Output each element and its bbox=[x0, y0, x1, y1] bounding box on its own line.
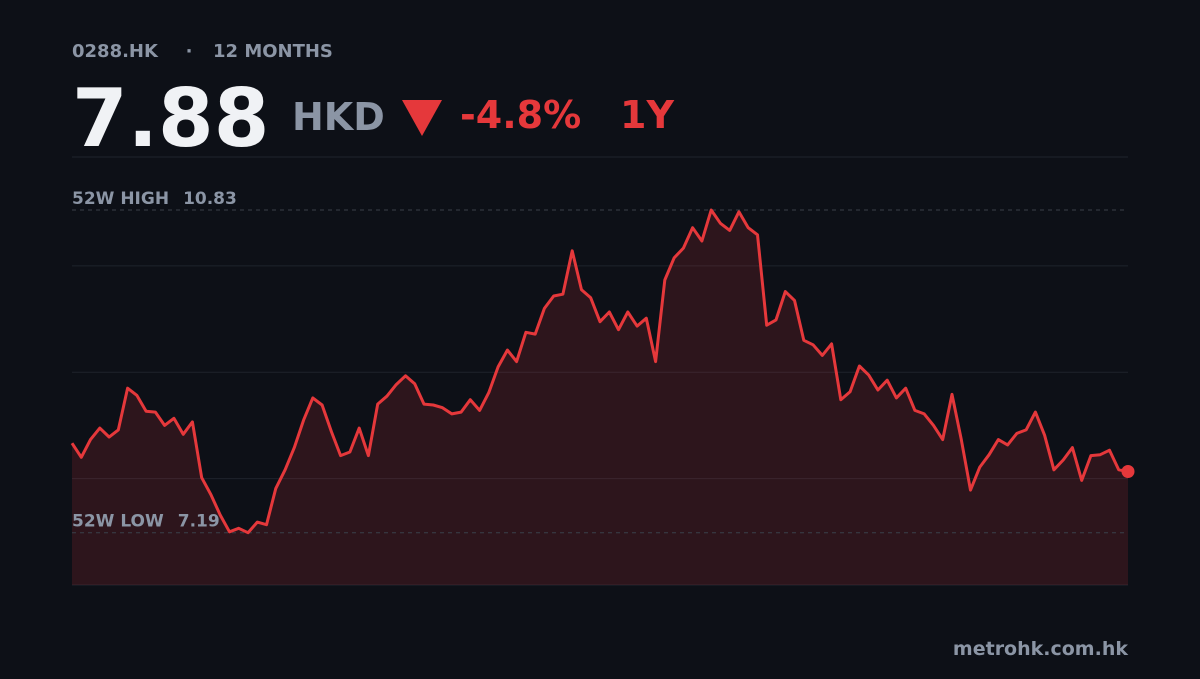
plot: 52W HIGH 10.83 52W LOW 7.19 bbox=[70, 189, 1135, 586]
separator: · bbox=[186, 41, 193, 62]
area bbox=[72, 210, 1128, 585]
range: 1Y bbox=[620, 93, 674, 137]
low-value: 7.19 bbox=[178, 512, 220, 532]
price: 7.88 bbox=[72, 72, 269, 165]
period: 12 MONTHS bbox=[213, 41, 333, 62]
currency: HKD bbox=[292, 95, 385, 139]
down-arrow bbox=[402, 100, 442, 136]
last-point bbox=[1121, 465, 1135, 479]
high-label: 52W HIGH bbox=[72, 189, 169, 209]
low-label: 52W LOW bbox=[72, 512, 164, 532]
price-line bbox=[70, 208, 1129, 535]
high-value: 10.83 bbox=[183, 189, 237, 209]
change: -4.8% bbox=[460, 93, 581, 137]
ticker: 0288.HK bbox=[72, 41, 159, 62]
footer-site: metrohk.com.hk bbox=[953, 638, 1128, 660]
